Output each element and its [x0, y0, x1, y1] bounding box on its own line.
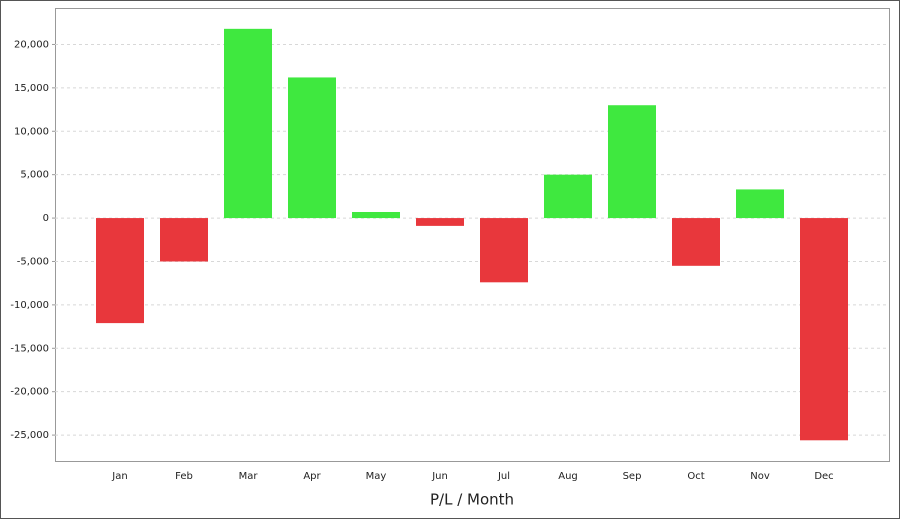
x-tick-label: Dec — [814, 471, 833, 482]
bar — [416, 218, 464, 226]
x-tick-label: Mar — [239, 471, 259, 482]
y-tick-label: -15,000 — [10, 343, 49, 354]
bar — [672, 218, 720, 266]
x-tick-label: Jun — [431, 471, 448, 482]
x-tick-label: May — [366, 471, 387, 482]
x-axis-title: P/L / Month — [430, 491, 514, 509]
y-tick-label: 15,000 — [14, 83, 49, 94]
y-tick-label: -10,000 — [10, 300, 49, 311]
bar — [96, 218, 144, 324]
bar — [352, 211, 400, 219]
y-tick-label: 10,000 — [14, 126, 49, 137]
bar — [800, 218, 848, 441]
x-tick-label: Apr — [303, 471, 321, 482]
bar — [608, 105, 656, 219]
y-tick-label: -20,000 — [10, 387, 49, 398]
bar — [480, 218, 528, 283]
bar — [160, 218, 208, 262]
bar — [544, 174, 592, 219]
y-tick-label: 5,000 — [20, 170, 49, 181]
x-tick-label: Jul — [497, 471, 510, 482]
x-tick-label: Jan — [111, 471, 127, 482]
x-tick-label: Feb — [175, 471, 193, 482]
x-tick-label: Sep — [623, 471, 642, 482]
x-tick-label: Aug — [558, 471, 578, 482]
bar — [224, 28, 272, 219]
y-tick-label: -5,000 — [17, 256, 49, 267]
x-tick-label: Nov — [750, 471, 770, 482]
x-tick-label: Oct — [687, 471, 704, 482]
y-tick-label: 20,000 — [14, 39, 49, 50]
y-tick-label: 0 — [43, 213, 49, 224]
y-tick-label: -25,000 — [10, 430, 49, 441]
bar — [288, 77, 336, 219]
bar — [736, 189, 784, 219]
